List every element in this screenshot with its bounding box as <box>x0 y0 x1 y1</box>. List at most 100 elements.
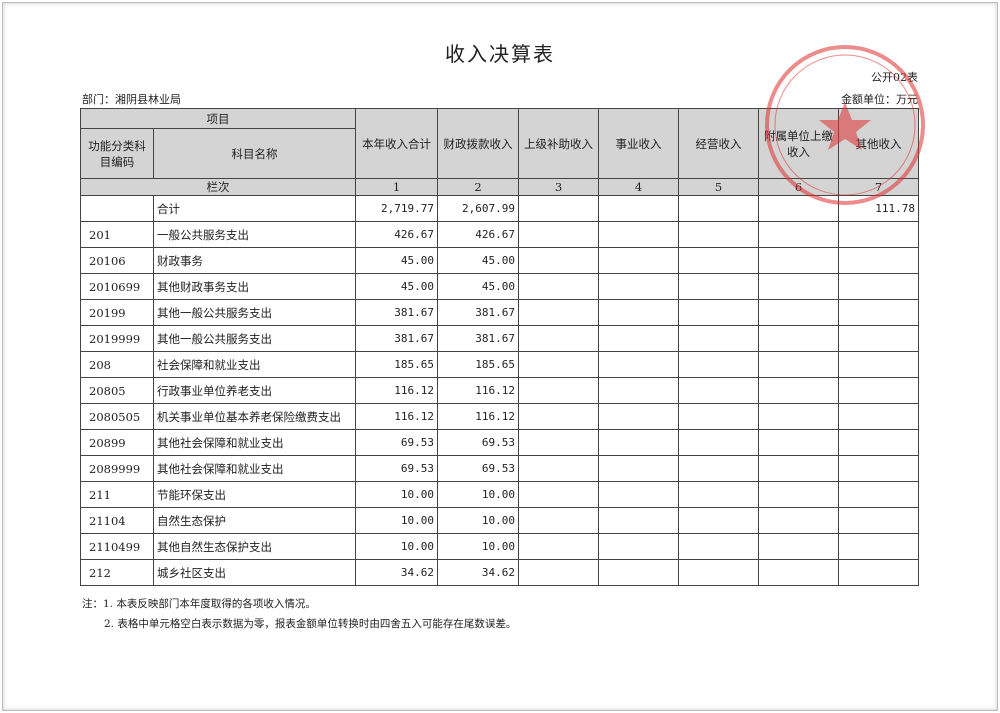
income-table: 项目 本年收入合计 财政拨款收入 上级补助收入 事业收入 经营收入 附属单位上缴… <box>80 108 919 586</box>
subject-name: 机关事业单位基本养老保险缴费支出 <box>153 403 356 430</box>
amount-cell: 2,607.99 <box>437 195 519 222</box>
subject-name: 合计 <box>153 195 356 222</box>
amount-cell: 45.00 <box>355 273 438 300</box>
amount-cell <box>598 377 679 404</box>
header-col: 经营收入 <box>678 108 759 179</box>
column-number: 7 <box>838 178 919 196</box>
subject-name: 财政事务 <box>153 247 356 274</box>
amount-cell <box>838 299 919 326</box>
amount-cell <box>758 325 839 352</box>
amount-cell <box>838 559 919 586</box>
amount-cell: 10.00 <box>437 481 519 508</box>
amount-cell <box>758 273 839 300</box>
table-row: 20805 行政事业单位养老支出 116.12 116.12 <box>80 377 919 404</box>
amount-cell <box>518 533 599 560</box>
amount-cell: 2,719.77 <box>355 195 438 222</box>
table-row: 20899 其他社会保障和就业支出 69.53 69.53 <box>80 429 919 456</box>
column-number: 6 <box>758 178 839 196</box>
amount-cell: 45.00 <box>437 247 519 274</box>
note-1: 注：1. 本表反映部门本年度取得的各项收入情况。 <box>82 598 316 610</box>
subject-name: 社会保障和就业支出 <box>153 351 356 378</box>
subject-name: 其他社会保障和就业支出 <box>153 429 356 456</box>
amount-cell <box>598 299 679 326</box>
amount-cell <box>518 195 599 222</box>
table-row: 20106 财政事务 45.00 45.00 <box>80 247 919 274</box>
subject-code: 2019999 <box>80 325 154 352</box>
amount-cell <box>838 351 919 378</box>
amount-cell <box>598 429 679 456</box>
amount-cell: 45.00 <box>437 273 519 300</box>
header-name: 科目名称 <box>153 128 356 179</box>
amount-cell: 185.65 <box>355 351 438 378</box>
amount-cell <box>518 299 599 326</box>
amount-cell: 381.67 <box>355 299 438 326</box>
subject-name: 城乡社区支出 <box>153 559 356 586</box>
amount-cell <box>758 481 839 508</box>
amount-cell: 34.62 <box>437 559 519 586</box>
amount-cell <box>598 559 679 586</box>
amount-cell <box>678 429 759 456</box>
amount-cell <box>838 481 919 508</box>
header-col: 其他收入 <box>838 108 919 179</box>
amount-cell <box>838 221 919 248</box>
amount-cell <box>838 377 919 404</box>
amount-cell <box>838 533 919 560</box>
amount-cell <box>838 507 919 534</box>
subject-name: 行政事业单位养老支出 <box>153 377 356 404</box>
table-row: 2089999 其他社会保障和就业支出 69.53 69.53 <box>80 455 919 482</box>
amount-cell <box>758 403 839 430</box>
column-number: 2 <box>437 178 519 196</box>
subject-name: 其他社会保障和就业支出 <box>153 455 356 482</box>
subject-code: 20805 <box>80 377 154 404</box>
amount-cell <box>678 247 759 274</box>
header-col: 事业收入 <box>598 108 679 179</box>
amount-cell <box>838 325 919 352</box>
subject-code: 212 <box>80 559 154 586</box>
table-row: 212 城乡社区支出 34.62 34.62 <box>80 559 919 586</box>
subject-name: 其他一般公共服务支出 <box>153 299 356 326</box>
amount-cell <box>598 195 679 222</box>
table-row: 合计 2,719.77 2,607.99 111.78 <box>80 195 919 222</box>
amount-cell <box>678 481 759 508</box>
amount-cell: 10.00 <box>355 533 438 560</box>
amount-cell: 381.67 <box>437 325 519 352</box>
amount-cell <box>518 481 599 508</box>
amount-cell: 381.67 <box>355 325 438 352</box>
subject-name: 节能环保支出 <box>153 481 356 508</box>
amount-cell <box>758 377 839 404</box>
amount-cell <box>518 429 599 456</box>
header-row-label: 栏次 <box>80 178 356 196</box>
header-col: 附属单位上缴收入 <box>758 108 839 179</box>
amount-cell <box>678 559 759 586</box>
page-title: 收入决算表 <box>445 42 555 66</box>
subject-code: 20199 <box>80 299 154 326</box>
amount-cell <box>598 221 679 248</box>
amount-cell <box>838 403 919 430</box>
amount-cell: 381.67 <box>437 299 519 326</box>
subject-name: 一般公共服务支出 <box>153 221 356 248</box>
amount-cell <box>758 429 839 456</box>
subject-code: 2010699 <box>80 273 154 300</box>
subject-code: 2110499 <box>80 533 154 560</box>
amount-cell: 116.12 <box>437 403 519 430</box>
table-row: 201 一般公共服务支出 426.67 426.67 <box>80 221 919 248</box>
amount-cell <box>678 325 759 352</box>
amount-cell <box>518 273 599 300</box>
amount-cell <box>518 455 599 482</box>
amount-cell <box>598 273 679 300</box>
amount-cell <box>678 299 759 326</box>
subject-code: 201 <box>80 221 154 248</box>
amount-cell <box>598 325 679 352</box>
amount-cell <box>838 455 919 482</box>
amount-cell: 10.00 <box>437 507 519 534</box>
amount-cell: 69.53 <box>437 455 519 482</box>
amount-cell: 116.12 <box>437 377 519 404</box>
amount-cell <box>518 325 599 352</box>
amount-cell: 69.53 <box>437 429 519 456</box>
amount-cell: 69.53 <box>355 455 438 482</box>
amount-cell <box>598 533 679 560</box>
amount-cell <box>838 247 919 274</box>
amount-cell <box>518 221 599 248</box>
amount-cell <box>758 559 839 586</box>
